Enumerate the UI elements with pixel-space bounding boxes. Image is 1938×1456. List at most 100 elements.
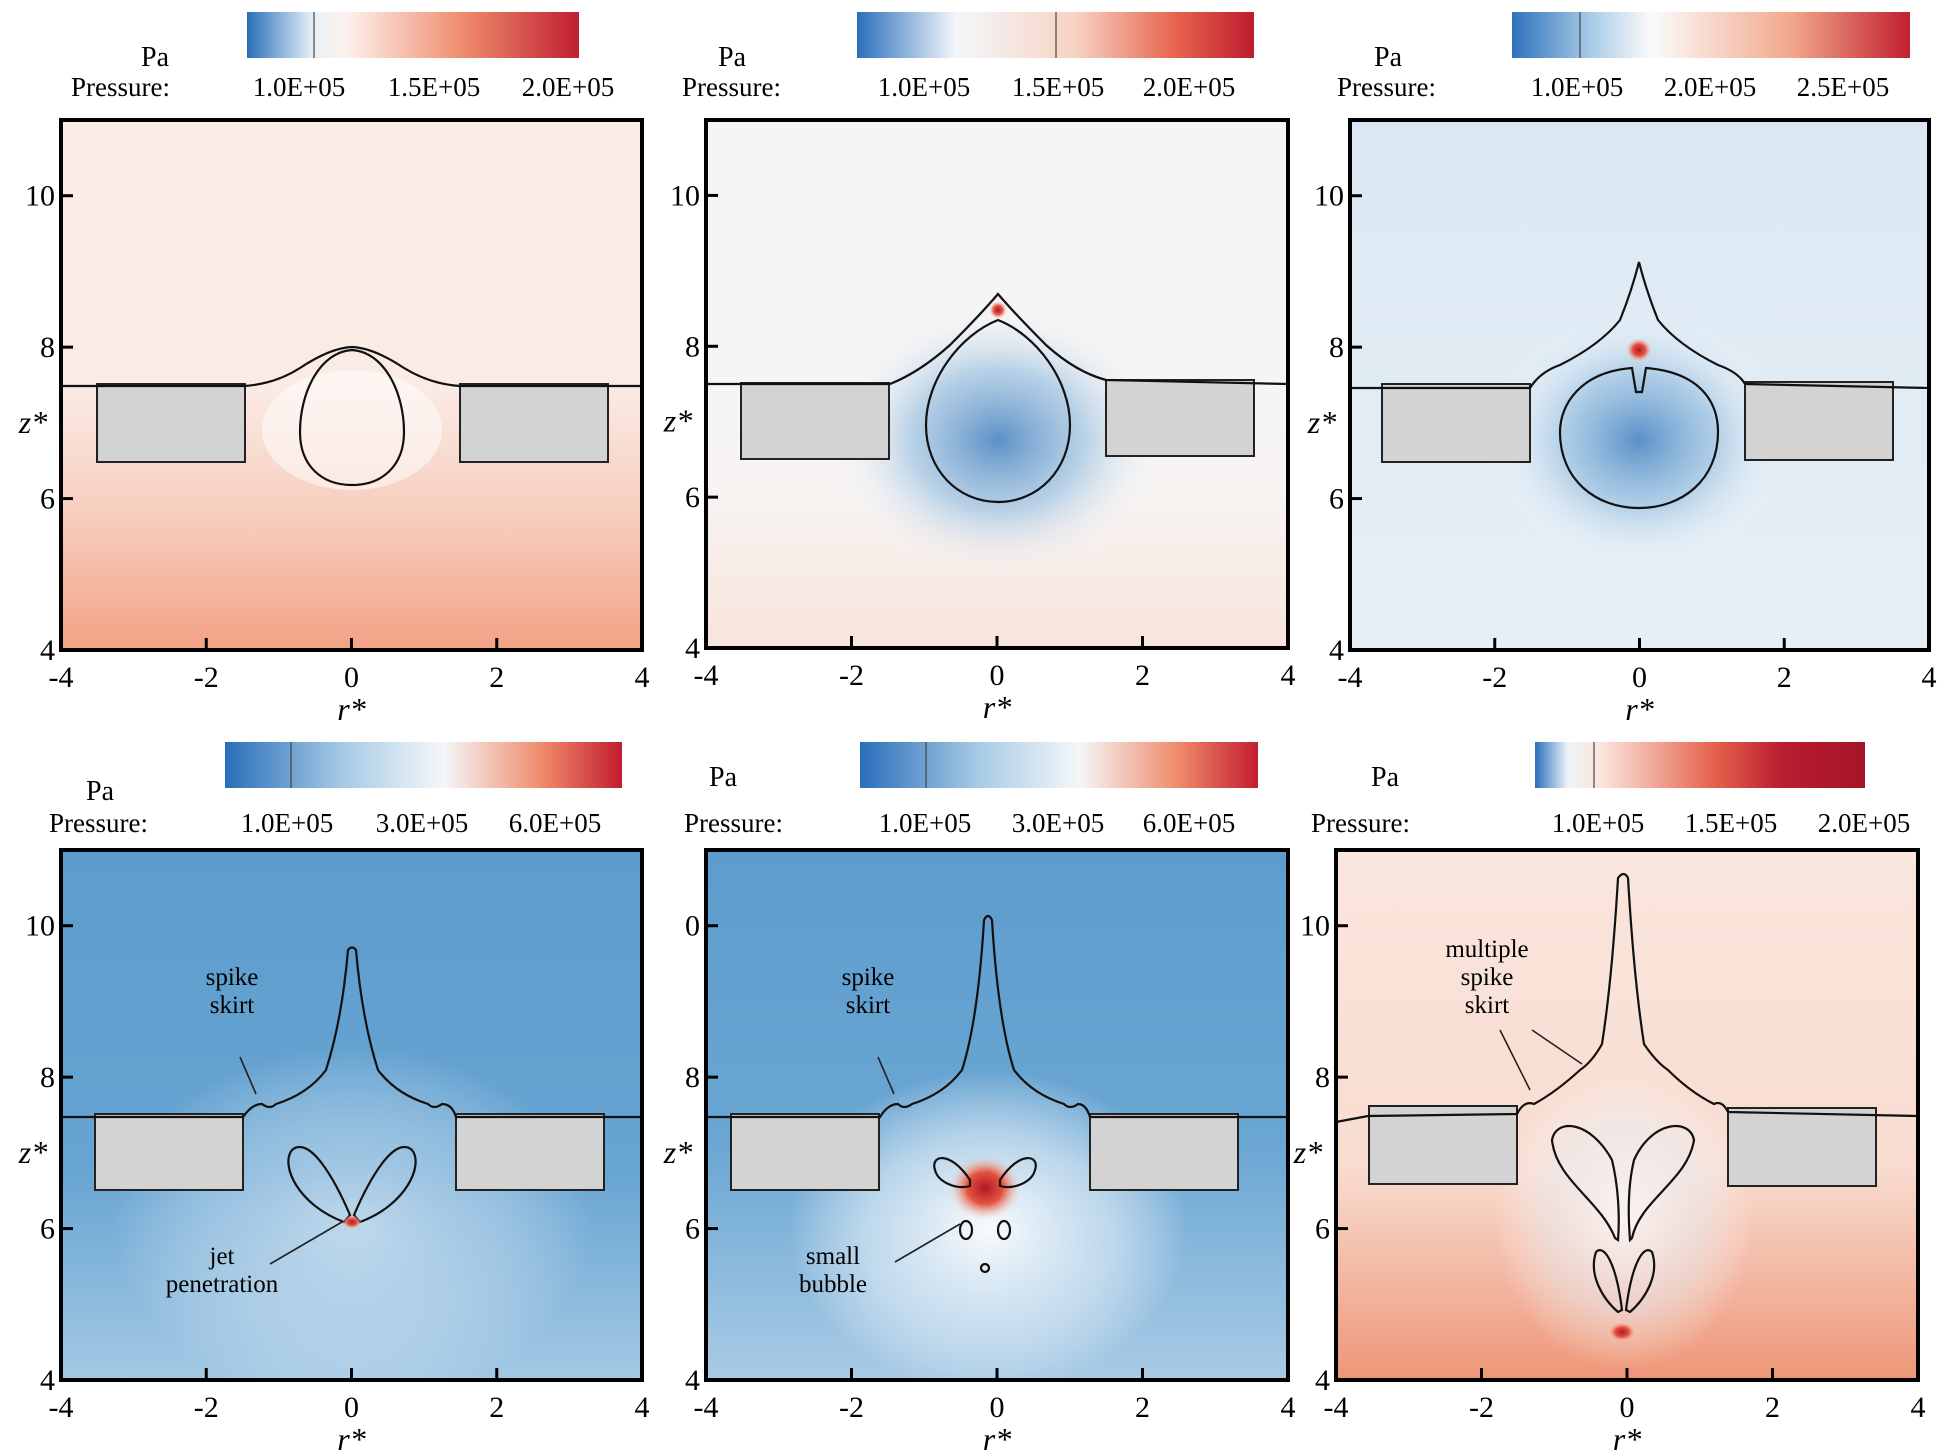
x-tick-label: 0 [990,1391,1005,1424]
left-plate [730,1113,880,1191]
x-tick-label: 0 [1632,661,1647,694]
bubble-contour [1558,366,1720,510]
x-tick-label: -2 [839,659,864,692]
y-axis-title: z* [1293,1134,1322,1170]
x-tick-label: 4 [635,1391,650,1424]
small-bubble [996,1219,1012,1241]
y-tick-label: 10 [1314,180,1344,213]
colorbar-unit: Pa [141,42,170,73]
x-tick-label: -4 [694,659,719,692]
colorbar-unit: Pa [1371,762,1400,793]
x-tick-label: -2 [1482,661,1507,694]
y-tick-label: 8 [40,1061,55,1094]
annotation-jet-penetration: jet penetration [166,1243,279,1298]
colorbar-tick-label: 2.5E+05 [1797,72,1889,102]
y-tick-label: 10 [25,910,55,943]
y-tick-label: 6 [40,1213,55,1246]
hot-spot [989,301,1007,319]
colorbar-tick-label: 1.0E+05 [253,72,345,102]
y-tick-label: 4 [1315,1364,1330,1397]
x-tick-label: -4 [49,1391,74,1424]
panel-top-left [59,118,644,652]
free-surface-contour [1350,261,1930,390]
panel-bottom-center: spike skirt small bubble [704,848,1290,1390]
x-tick-label: 2 [1777,661,1792,694]
colorbar-tick-label: 1.0E+05 [878,72,970,102]
bubble-contour [924,318,1072,504]
leader-line [239,1056,257,1095]
colorbar [1535,742,1865,788]
x-tick-label: 2 [1135,1391,1150,1424]
leader-line [894,1223,961,1263]
x-axis-title: r* [337,691,365,727]
bubble-contour-left [1550,1125,1620,1242]
x-tick-label: 4 [1281,1391,1296,1424]
x-axis-title: r* [983,689,1011,725]
annotation-spike-skirt: spike skirt [842,964,895,1019]
x-tick-label: 2 [489,661,504,694]
x-tick-label: -2 [194,1391,219,1424]
colorbar-tick-label: 1.0E+05 [1531,72,1623,102]
y-tick-label: 4 [40,1364,55,1397]
x-axis-title: r* [1625,691,1653,727]
bubble-contour-left [933,1157,972,1189]
colorbar-tick-label: 3.0E+05 [1012,808,1104,838]
colorbar-tick-label: 1.0E+05 [241,808,333,838]
pressure-halo [1489,310,1789,570]
x-tick-label: -4 [1338,661,1363,694]
y-tick-label: 10 [670,179,700,212]
x-tick-label: 4 [1281,659,1296,692]
y-tick-label: 4 [685,1364,700,1397]
bubble-contour-lower-left [1592,1249,1624,1314]
y-tick-label: 6 [685,1213,700,1246]
y-tick-label: 10 [25,180,55,213]
colorbar-unit: Pa [86,776,115,807]
colorbar-title: Pressure: [1311,808,1410,838]
bubble-contour-lower-right [1624,1249,1656,1314]
x-tick-label: -2 [839,1391,864,1424]
free-surface-contour [61,345,642,388]
right-plate [455,1113,605,1191]
panel-bottom-left: spike skirt jet penetration [59,848,644,1405]
right-plate [1744,381,1894,461]
left-plate [96,383,246,463]
y-tick-label: 8 [685,1061,700,1094]
x-tick-label: -2 [1469,1391,1494,1424]
free-surface-contour [1335,872,1919,1124]
bubble-contour-right [352,1146,417,1224]
pressure-halo [1494,1070,1754,1370]
y-tick-label: 4 [685,632,700,665]
colorbar [860,742,1258,788]
colorbar-title: Pressure: [71,72,170,102]
y-tick-label: 8 [1315,1061,1330,1094]
free-surface-contour [61,946,642,1119]
panel-top-right [1348,118,1931,652]
colorbar [1512,12,1910,58]
panel-top-center [704,118,1290,650]
y-axis-title: z* [663,1134,692,1170]
x-tick-label: 4 [1911,1391,1926,1424]
hot-spot [342,1215,362,1229]
bubble-contour-left [287,1146,352,1224]
x-tick-label: 4 [1922,661,1937,694]
colorbar-unit: Pa [1374,42,1403,73]
x-tick-label: -4 [694,1391,719,1424]
annotation-multiple-spike-skirt: multiple spike skirt [1445,936,1528,1019]
colorbar-unit: Pa [709,762,738,793]
right-plate [1089,1113,1239,1191]
x-tick-label: -4 [1324,1391,1349,1424]
colorbar-tick-label: 2.0E+05 [1143,72,1235,102]
leader-line [1531,1029,1583,1065]
annotation-spike-skirt: spike skirt [206,964,259,1019]
pressure-halo [788,1070,1188,1390]
colorbar-tick-label: 3.0E+05 [376,808,468,838]
y-axis-title: z* [18,404,47,440]
x-axis-title: r* [983,1421,1011,1456]
left-plate [1368,1105,1518,1185]
leader-line [1499,1029,1531,1091]
y-axis-title: z* [1307,404,1336,440]
small-bubble [958,1219,974,1241]
y-axis-title: z* [18,1134,47,1170]
